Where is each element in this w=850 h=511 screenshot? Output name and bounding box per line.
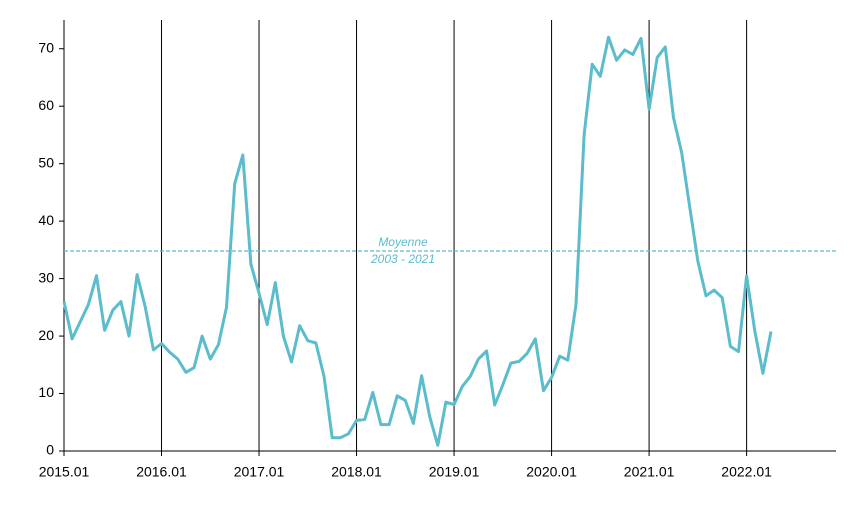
y-tick-label: 20 <box>38 327 54 343</box>
x-tick-label: 2020.01 <box>526 464 577 480</box>
y-tick-label: 30 <box>38 269 54 285</box>
y-tick-label: 10 <box>38 384 54 400</box>
y-tick-label: 0 <box>46 442 54 458</box>
reference-label: 2003 - 2021 <box>370 252 435 266</box>
x-tick-label: 2022.01 <box>721 464 772 480</box>
y-tick-label: 40 <box>38 212 54 228</box>
x-tick-label: 2016.01 <box>136 464 187 480</box>
y-tick-label: 70 <box>38 39 54 55</box>
series-line <box>62 35 773 447</box>
x-tick-label: 2021.01 <box>624 464 675 480</box>
x-tick-label: 2018.01 <box>331 464 382 480</box>
y-tick-label: 60 <box>38 97 54 113</box>
reference-label: Moyenne <box>378 235 428 249</box>
x-tick-label: 2017.01 <box>234 464 285 480</box>
x-tick-label: 2019.01 <box>429 464 480 480</box>
y-tick-label: 50 <box>38 154 54 170</box>
x-tick-label: 2015.01 <box>39 464 90 480</box>
